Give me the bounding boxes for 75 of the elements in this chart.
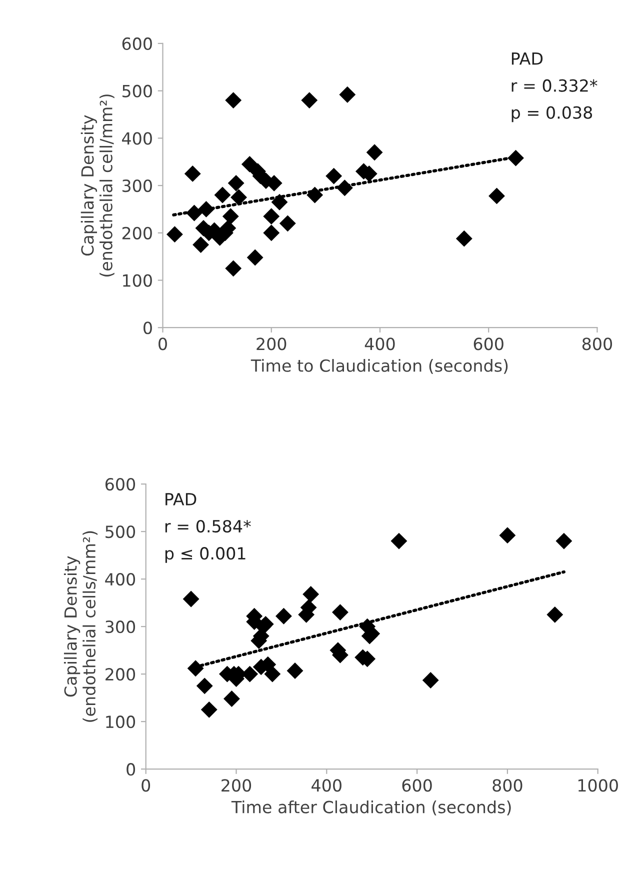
y-tick-label: 0	[144, 322, 152, 334]
point	[186, 204, 202, 222]
x-tick-label: 0	[158, 338, 167, 350]
y-tick-label: 400	[105, 573, 136, 586]
x-tick-label: 200	[222, 779, 252, 792]
point	[224, 690, 240, 707]
y-tick-label: 100	[106, 716, 136, 728]
x-axis-title: Time after Claudication (seconds)	[231, 800, 511, 816]
point	[508, 150, 524, 166]
annotation: r = 0.584*	[165, 520, 251, 533]
point	[196, 678, 213, 694]
point	[184, 165, 201, 182]
point	[200, 701, 218, 718]
point	[230, 189, 248, 206]
y-tick-label: 300	[122, 179, 152, 192]
y-tick-label: 100	[123, 274, 152, 287]
x-tick-label: 1000	[578, 779, 618, 792]
y-tick-label: 400	[122, 132, 152, 145]
point	[246, 249, 264, 266]
point	[546, 606, 564, 623]
y-tick-label: 0	[126, 763, 136, 776]
point	[306, 186, 324, 204]
point	[192, 236, 209, 253]
y-tick-label: 200	[122, 226, 152, 240]
y-tick-label: 500	[106, 526, 136, 538]
point	[336, 180, 353, 196]
point	[366, 144, 383, 161]
x-tick-label: 200	[256, 338, 286, 350]
point	[225, 260, 242, 277]
x-axis-title: Time to Claudication (seconds)	[250, 359, 508, 374]
point	[241, 156, 258, 172]
annotation: PAD	[166, 493, 196, 506]
y-axis-title: Capillary Density (endothelial cells/mm²)	[64, 531, 98, 722]
point	[222, 208, 239, 225]
annotation: r = 0.332*	[512, 79, 598, 92]
point	[556, 532, 572, 550]
x-tick-label: 400	[364, 338, 395, 350]
point	[214, 186, 231, 204]
point	[326, 168, 342, 184]
y-tick-label: 500	[122, 84, 152, 98]
annotation: p ≤ 0.001	[165, 547, 246, 563]
y-tick-label: 200	[106, 668, 136, 681]
point	[263, 224, 280, 242]
annotation: p = 0.038	[512, 106, 592, 122]
point	[225, 92, 242, 108]
point	[279, 215, 296, 232]
point	[302, 586, 320, 602]
point	[488, 188, 505, 204]
point	[271, 194, 288, 210]
x-tick-label: 400	[312, 779, 342, 792]
y-tick-label: 600	[122, 37, 152, 50]
point	[499, 527, 516, 544]
x-tick-label: 800	[492, 779, 522, 792]
point	[456, 230, 472, 247]
point	[263, 208, 280, 225]
point	[198, 200, 214, 218]
point	[264, 666, 281, 682]
point	[339, 86, 356, 103]
annotation: PAD	[512, 52, 543, 65]
y-tick-label: 600	[105, 478, 136, 491]
x-tick-label: 600	[402, 779, 432, 792]
y-axis-title: Capillary Density (endothelial cell/mm²)	[80, 94, 114, 276]
point	[187, 660, 204, 677]
point	[422, 672, 439, 688]
point	[301, 92, 318, 108]
point	[166, 226, 183, 243]
point	[182, 590, 200, 608]
point	[332, 604, 348, 621]
point	[275, 608, 292, 624]
point	[390, 532, 408, 550]
x-tick-label: 800	[582, 338, 612, 350]
point	[228, 174, 244, 192]
x-tick-label: 600	[474, 338, 504, 350]
y-tick-label: 300	[106, 620, 136, 634]
point	[286, 662, 304, 679]
